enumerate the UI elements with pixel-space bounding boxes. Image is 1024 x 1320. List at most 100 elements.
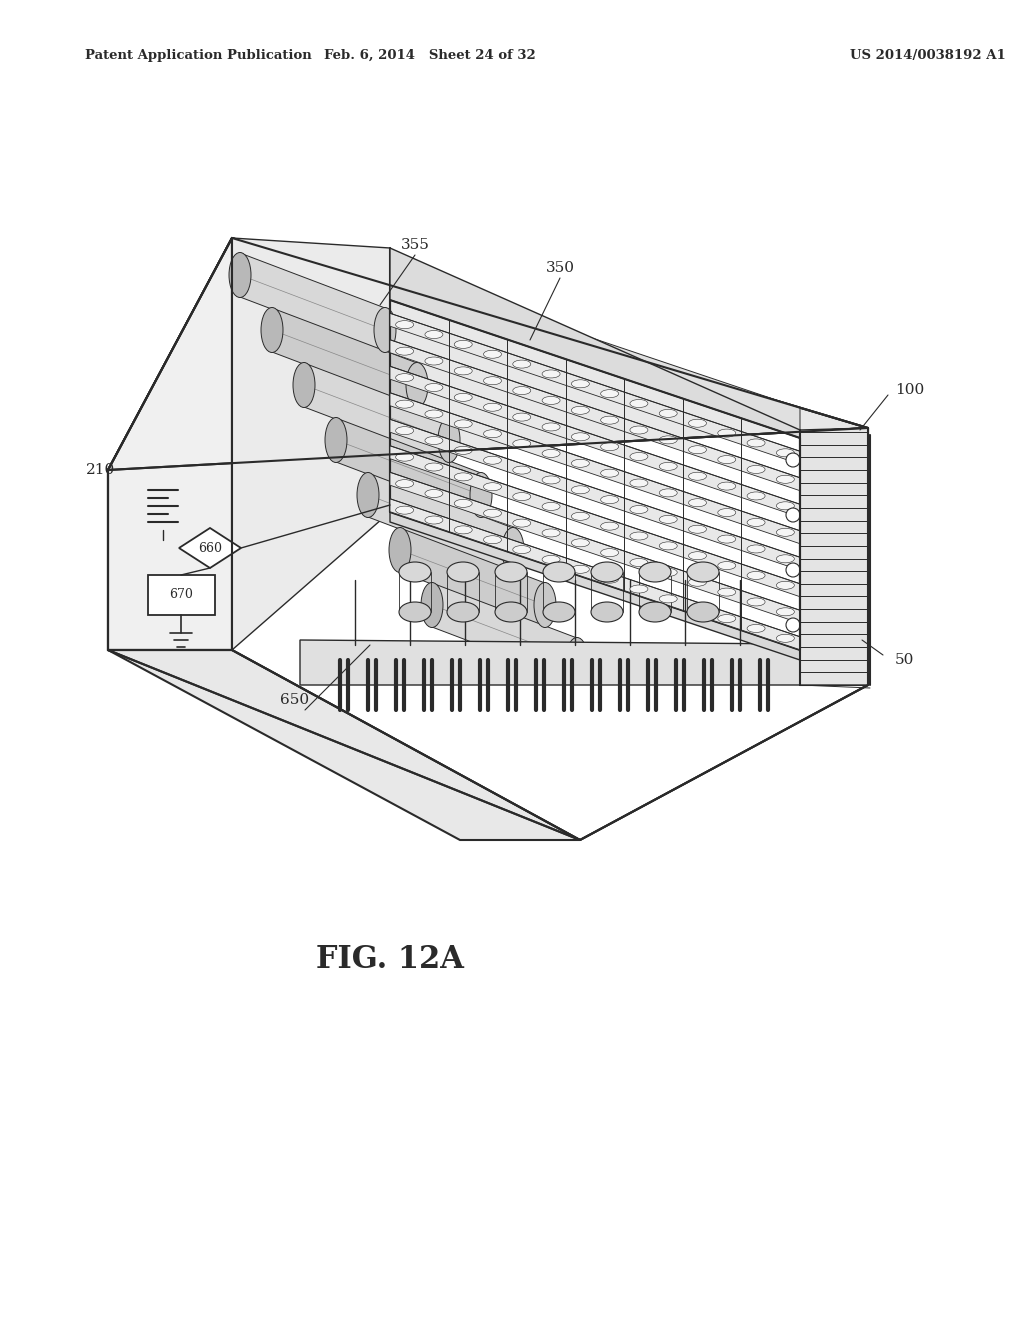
Ellipse shape bbox=[718, 482, 736, 490]
Ellipse shape bbox=[483, 457, 502, 465]
Text: Feb. 6, 2014   Sheet 24 of 32: Feb. 6, 2014 Sheet 24 of 32 bbox=[325, 49, 536, 62]
Ellipse shape bbox=[630, 585, 648, 593]
Ellipse shape bbox=[630, 453, 648, 461]
Ellipse shape bbox=[687, 562, 719, 582]
Polygon shape bbox=[148, 576, 215, 615]
Ellipse shape bbox=[425, 463, 443, 471]
Ellipse shape bbox=[630, 479, 648, 487]
Ellipse shape bbox=[659, 543, 677, 550]
Text: FIG. 12A: FIG. 12A bbox=[316, 945, 464, 975]
Ellipse shape bbox=[601, 469, 618, 477]
Ellipse shape bbox=[395, 506, 414, 515]
Ellipse shape bbox=[395, 400, 414, 408]
Ellipse shape bbox=[630, 400, 648, 408]
Ellipse shape bbox=[438, 417, 460, 462]
Ellipse shape bbox=[718, 535, 736, 543]
Ellipse shape bbox=[542, 477, 560, 484]
Text: 350: 350 bbox=[546, 261, 574, 275]
Ellipse shape bbox=[659, 569, 677, 577]
Circle shape bbox=[786, 564, 800, 577]
Ellipse shape bbox=[630, 506, 648, 513]
Ellipse shape bbox=[688, 578, 707, 586]
Ellipse shape bbox=[688, 473, 707, 480]
Ellipse shape bbox=[748, 519, 765, 527]
Ellipse shape bbox=[659, 488, 677, 496]
Polygon shape bbox=[390, 473, 800, 623]
Ellipse shape bbox=[483, 430, 502, 438]
Ellipse shape bbox=[447, 562, 479, 582]
Ellipse shape bbox=[483, 536, 502, 544]
Circle shape bbox=[786, 618, 800, 632]
Circle shape bbox=[786, 453, 800, 467]
Ellipse shape bbox=[688, 525, 707, 533]
Ellipse shape bbox=[591, 602, 623, 622]
Ellipse shape bbox=[543, 562, 575, 582]
Polygon shape bbox=[304, 363, 449, 462]
Ellipse shape bbox=[748, 440, 765, 447]
Polygon shape bbox=[232, 238, 390, 649]
Ellipse shape bbox=[447, 602, 479, 622]
Polygon shape bbox=[390, 271, 800, 438]
Ellipse shape bbox=[748, 572, 765, 579]
Text: 210: 210 bbox=[86, 463, 115, 477]
Ellipse shape bbox=[455, 341, 472, 348]
Ellipse shape bbox=[513, 519, 530, 527]
Ellipse shape bbox=[513, 545, 530, 553]
Ellipse shape bbox=[513, 360, 530, 368]
Ellipse shape bbox=[659, 409, 677, 417]
Ellipse shape bbox=[659, 595, 677, 603]
Text: 100: 100 bbox=[895, 383, 925, 397]
Ellipse shape bbox=[374, 308, 396, 352]
Ellipse shape bbox=[601, 523, 618, 531]
Ellipse shape bbox=[495, 562, 527, 582]
Ellipse shape bbox=[483, 510, 502, 517]
Ellipse shape bbox=[748, 466, 765, 474]
Ellipse shape bbox=[566, 638, 588, 682]
Ellipse shape bbox=[776, 554, 795, 562]
Ellipse shape bbox=[776, 502, 795, 510]
Ellipse shape bbox=[748, 598, 765, 606]
Ellipse shape bbox=[776, 449, 795, 457]
Ellipse shape bbox=[688, 420, 707, 428]
Ellipse shape bbox=[425, 356, 443, 366]
Ellipse shape bbox=[425, 490, 443, 498]
Ellipse shape bbox=[543, 602, 575, 622]
Ellipse shape bbox=[718, 429, 736, 437]
Ellipse shape bbox=[406, 363, 428, 408]
Ellipse shape bbox=[455, 420, 472, 428]
Polygon shape bbox=[390, 248, 800, 438]
Polygon shape bbox=[108, 649, 580, 840]
Ellipse shape bbox=[542, 370, 560, 378]
Ellipse shape bbox=[483, 483, 502, 491]
Ellipse shape bbox=[718, 615, 736, 623]
Ellipse shape bbox=[513, 440, 530, 447]
Polygon shape bbox=[390, 512, 800, 660]
Polygon shape bbox=[336, 418, 481, 517]
Text: 50: 50 bbox=[895, 653, 914, 667]
Ellipse shape bbox=[659, 515, 677, 523]
Ellipse shape bbox=[513, 492, 530, 500]
Ellipse shape bbox=[630, 426, 648, 434]
Polygon shape bbox=[432, 583, 577, 682]
Polygon shape bbox=[580, 685, 868, 840]
Polygon shape bbox=[108, 238, 868, 470]
Ellipse shape bbox=[395, 426, 414, 434]
Ellipse shape bbox=[513, 413, 530, 421]
Ellipse shape bbox=[776, 528, 795, 536]
Ellipse shape bbox=[455, 499, 472, 507]
Ellipse shape bbox=[542, 422, 560, 430]
Ellipse shape bbox=[688, 605, 707, 612]
Ellipse shape bbox=[542, 503, 560, 511]
Ellipse shape bbox=[542, 529, 560, 537]
Ellipse shape bbox=[776, 475, 795, 483]
Text: 650: 650 bbox=[281, 693, 309, 708]
Ellipse shape bbox=[776, 581, 795, 589]
Ellipse shape bbox=[718, 589, 736, 597]
Ellipse shape bbox=[395, 453, 414, 461]
Text: 670: 670 bbox=[169, 589, 193, 602]
Ellipse shape bbox=[718, 455, 736, 463]
Circle shape bbox=[786, 508, 800, 521]
Ellipse shape bbox=[425, 384, 443, 392]
Ellipse shape bbox=[455, 367, 472, 375]
Ellipse shape bbox=[513, 466, 530, 474]
